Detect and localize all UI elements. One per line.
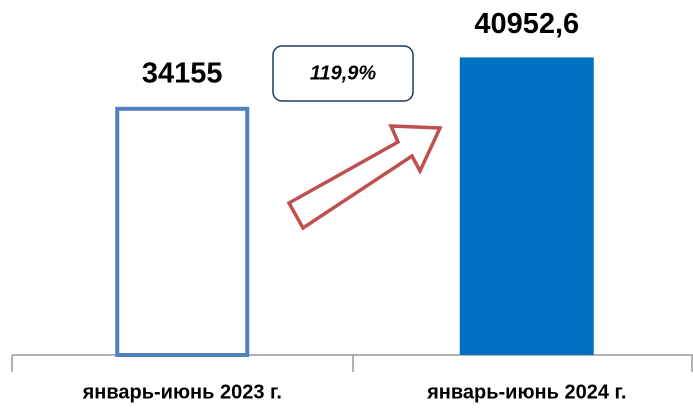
growth-arrow xyxy=(286,124,443,231)
value-label: 34155 xyxy=(142,57,223,89)
annotation: 119,9% xyxy=(310,62,377,84)
bar xyxy=(459,57,594,356)
value-label: 40952,6 xyxy=(474,8,579,40)
x-tick-label: январь-июнь 2024 г. xyxy=(426,381,626,403)
x-tick-label: январь-июнь 2023 г. xyxy=(82,381,282,403)
annotation-box xyxy=(272,45,414,102)
bar xyxy=(115,106,250,357)
